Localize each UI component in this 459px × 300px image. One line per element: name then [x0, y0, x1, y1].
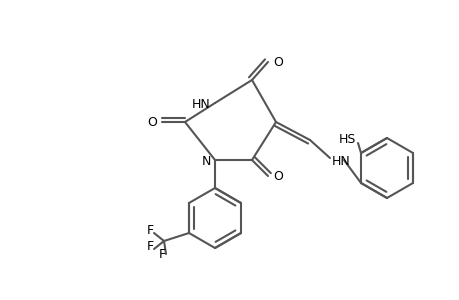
- Text: HN: HN: [331, 154, 350, 167]
- Text: O: O: [272, 56, 282, 68]
- Text: HS: HS: [338, 133, 355, 146]
- Text: O: O: [272, 169, 282, 182]
- Text: N: N: [201, 154, 211, 167]
- Text: O: O: [147, 116, 157, 128]
- Text: HN: HN: [192, 98, 211, 110]
- Text: F: F: [146, 239, 153, 253]
- Text: F: F: [158, 248, 165, 262]
- Text: F: F: [146, 224, 153, 238]
